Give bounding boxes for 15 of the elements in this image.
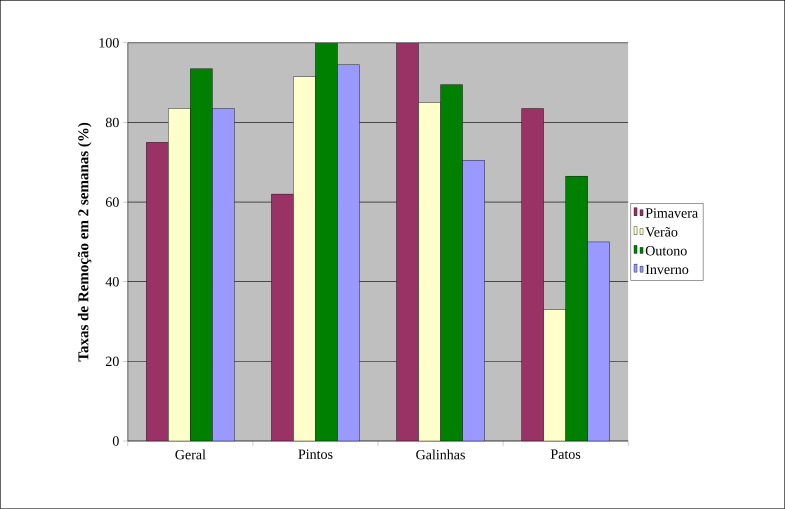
legend-label: Verão bbox=[645, 227, 678, 237]
y-tick-label: 60 bbox=[106, 197, 119, 207]
y-tick-label: 20 bbox=[106, 356, 119, 366]
legend-label: Pimavera bbox=[646, 208, 698, 218]
y-tick-label: 100 bbox=[100, 38, 119, 48]
x-tick-label: Patos bbox=[550, 450, 580, 459]
y-tick-label: 0 bbox=[112, 436, 119, 446]
legend-label: Outono bbox=[646, 246, 687, 256]
x-tick-label: Galinhas bbox=[416, 450, 465, 460]
x-tick-label: Pintos bbox=[298, 450, 332, 460]
y-tick-label: 40 bbox=[106, 277, 119, 287]
y-axis-title: Taxas de Remoção em 2 semanas (%) bbox=[78, 122, 92, 362]
legend-label: Inverno bbox=[646, 264, 688, 274]
y-tick-label: 80 bbox=[106, 118, 119, 128]
x-tick-label: Geral bbox=[175, 450, 206, 460]
